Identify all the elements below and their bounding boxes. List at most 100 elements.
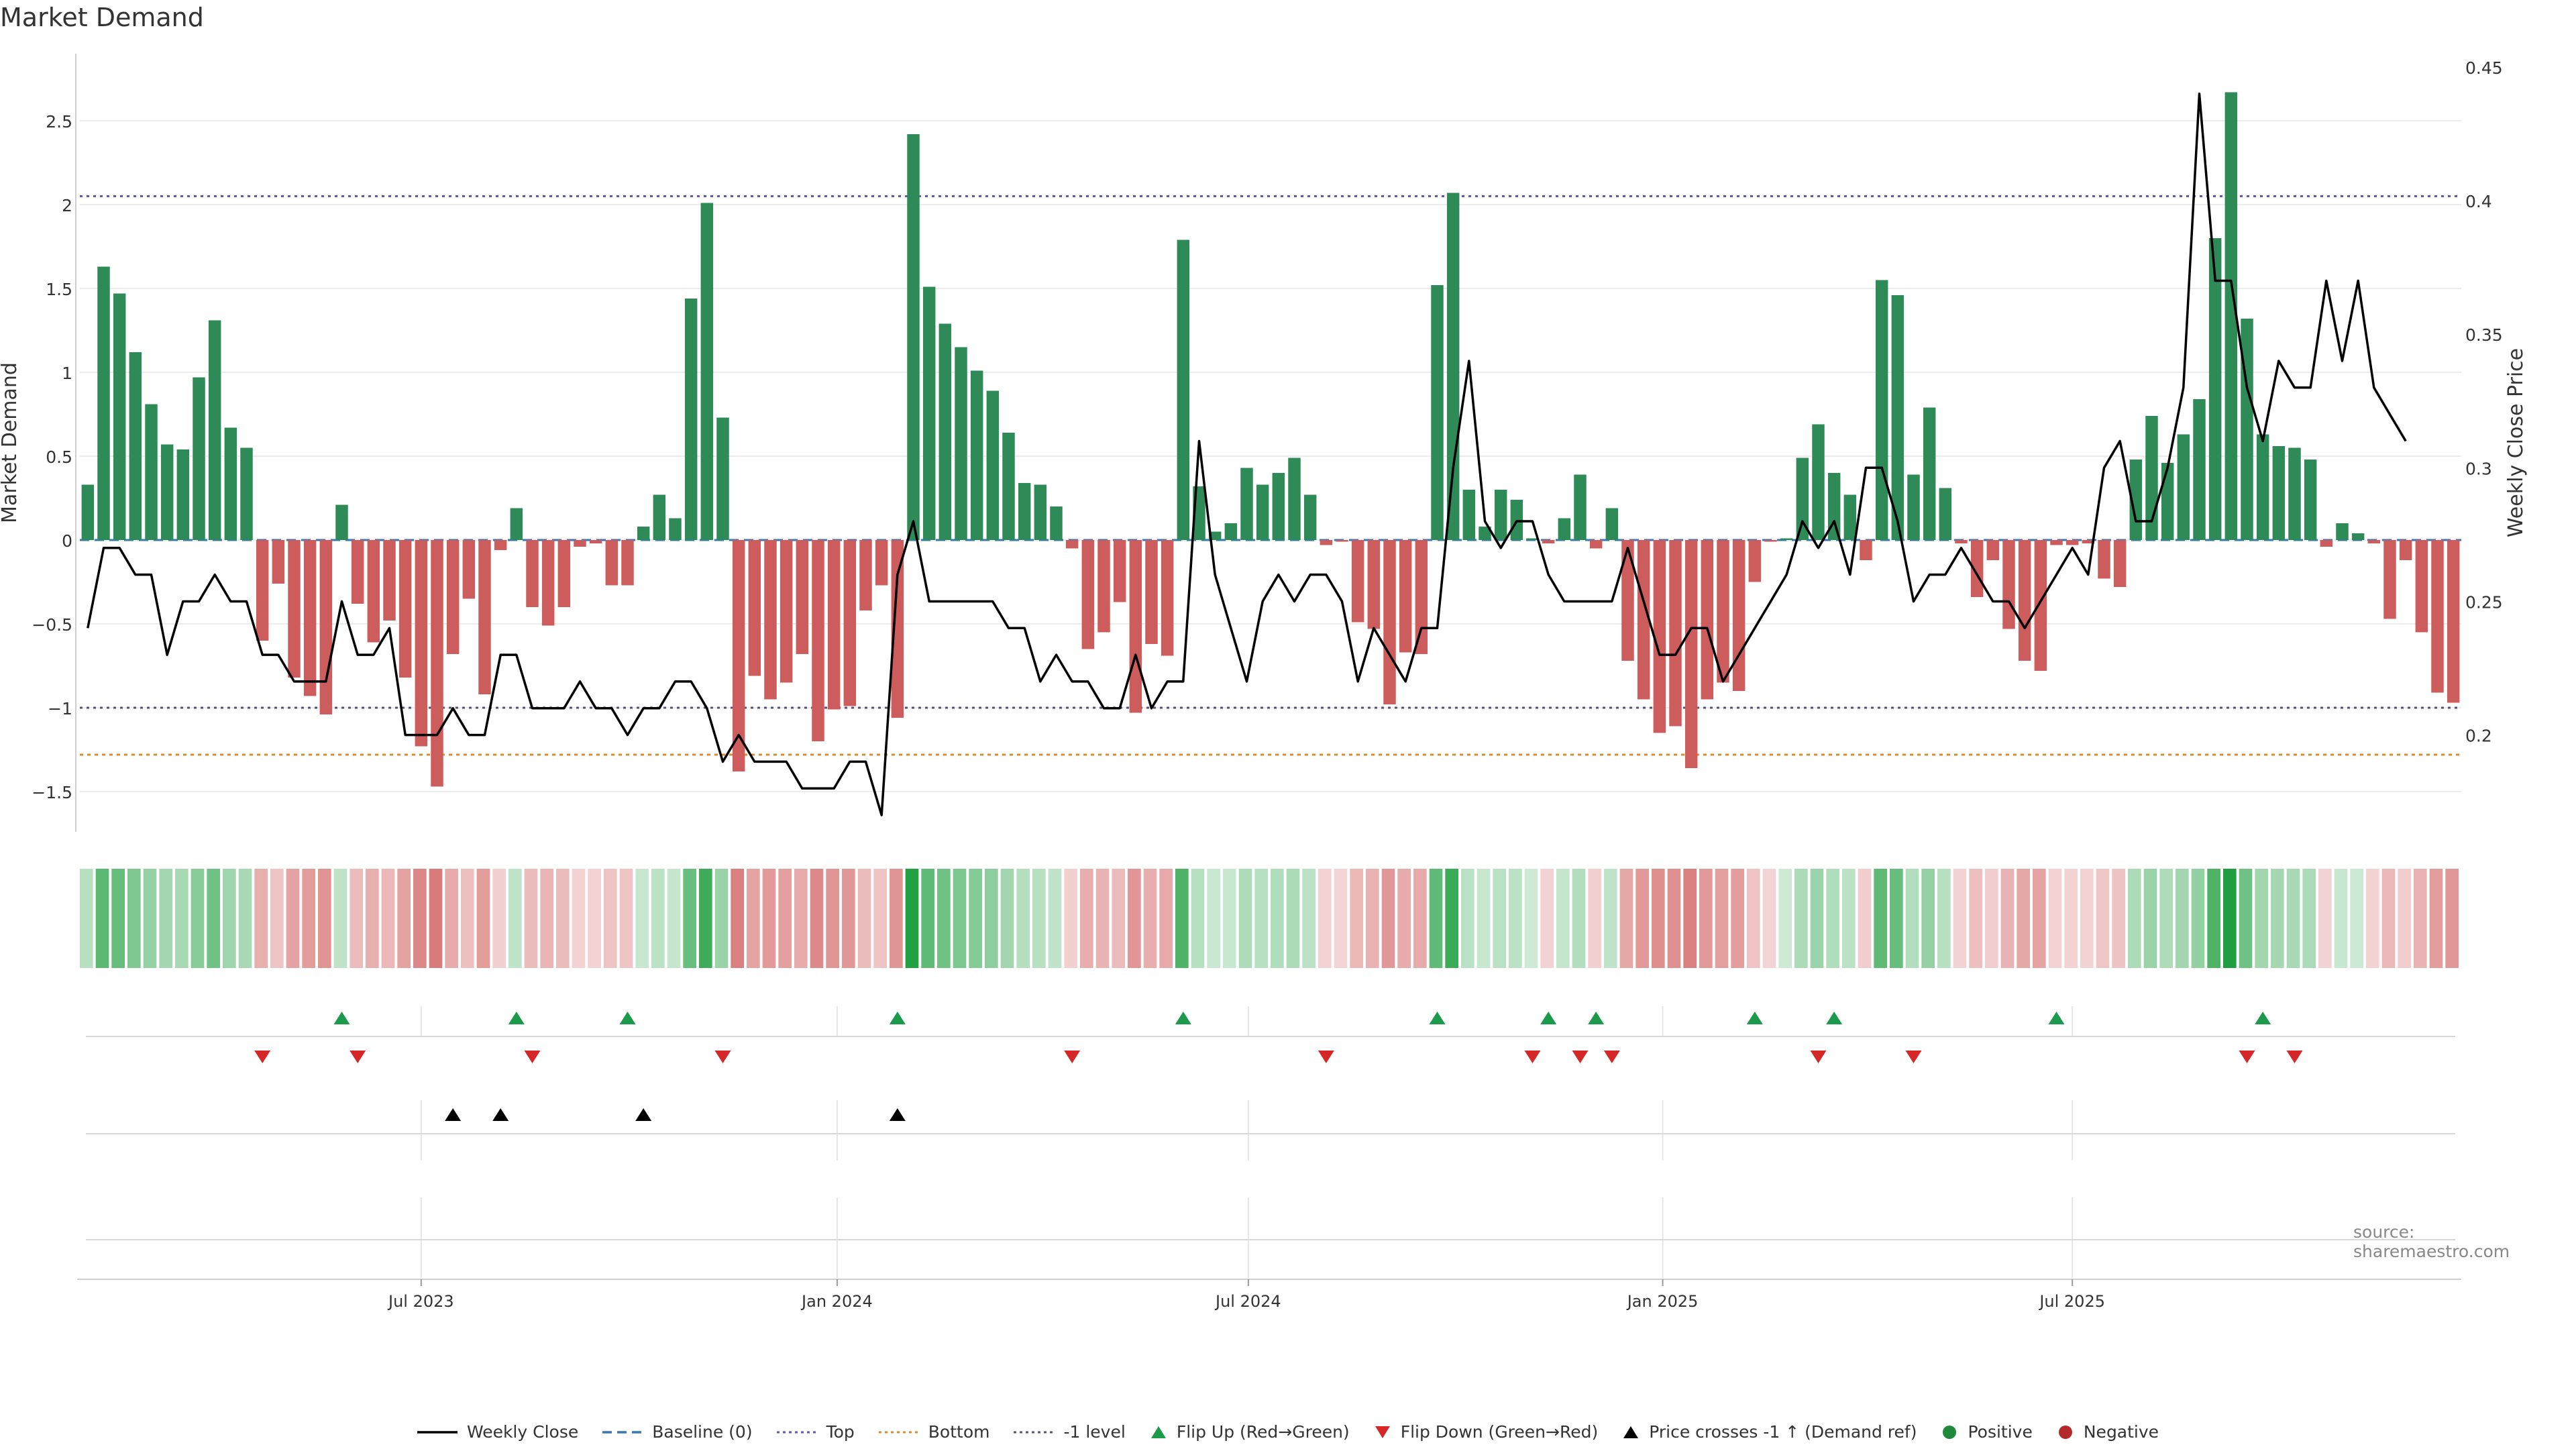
- heat-cell: [333, 869, 347, 968]
- demand-bar-negative: [843, 540, 857, 706]
- legend-swatch: [1623, 1426, 1639, 1438]
- legend-item: Top: [776, 1422, 855, 1442]
- demand-bar-positive: [1240, 468, 1253, 540]
- heat-cell: [1064, 869, 1077, 968]
- heat-cell: [413, 869, 427, 968]
- heat-cell: [445, 869, 458, 968]
- demand-bar-positive: [145, 404, 158, 540]
- flip-down-marker: [254, 1051, 271, 1063]
- demand-bar-negative: [478, 540, 491, 694]
- heat-cell: [778, 869, 792, 968]
- heat-cell: [540, 869, 553, 968]
- demand-bar-positive: [81, 484, 95, 540]
- demand-bar-negative: [2399, 540, 2412, 560]
- heat-cell: [1794, 869, 1808, 968]
- heat-cell: [1128, 869, 1141, 968]
- heat-cell: [175, 869, 189, 968]
- demand-bar-negative: [859, 540, 872, 610]
- heat-cell: [1810, 869, 1824, 968]
- demand-bar-positive: [1208, 531, 1222, 540]
- heat-cell: [619, 869, 633, 968]
- flip-down-marker: [1905, 1051, 1922, 1063]
- flip-down-marker: [1603, 1051, 1620, 1063]
- heat-cell: [1652, 869, 1665, 968]
- demand-bar-negative: [1145, 540, 1158, 644]
- heat-cell: [1747, 869, 1760, 968]
- heat-cell: [572, 869, 586, 968]
- heat-cell: [2207, 869, 2220, 968]
- heat-cell: [2033, 869, 2046, 968]
- heat-cell: [857, 869, 871, 968]
- demand-bar-negative: [431, 540, 443, 787]
- heat-cell: [2128, 869, 2141, 968]
- y-tick-label: 0: [62, 531, 72, 551]
- demand-bar-positive: [193, 377, 205, 540]
- flip-up-marker: [1588, 1012, 1605, 1024]
- demand-bar-negative: [526, 540, 539, 607]
- legend-swatch: [2058, 1425, 2072, 1439]
- legend-item: Weekly Close: [417, 1422, 578, 1442]
- y-tick-label: 1.5: [46, 280, 72, 299]
- heat-cell: [524, 869, 538, 968]
- heat-cell: [80, 869, 93, 968]
- demand-bar-positive: [653, 494, 666, 540]
- demand-bar-negative: [351, 540, 364, 604]
- legend-label: Negative: [2083, 1422, 2159, 1442]
- demand-bar-negative: [1986, 540, 2000, 560]
- demand-bar-positive: [684, 299, 698, 540]
- heat-cell: [731, 869, 744, 968]
- demand-bar-negative: [1320, 540, 1333, 545]
- demand-bar-positive: [1272, 473, 1285, 540]
- demand-bar-positive: [1605, 508, 1619, 540]
- demand-bar-positive: [97, 266, 110, 540]
- demand-bar-positive: [1177, 239, 1190, 540]
- flip-up-marker: [1826, 1012, 1843, 1024]
- heat-cell: [873, 869, 887, 968]
- heat-cell: [2176, 869, 2189, 968]
- demand-bar-negative: [875, 540, 888, 586]
- heat-cell: [1238, 869, 1252, 968]
- legend-swatch: [1943, 1425, 1957, 1439]
- heat-cell: [1286, 869, 1300, 968]
- legend-triangle-down: [1375, 1426, 1390, 1438]
- y-tick-label: 2.5: [46, 112, 72, 131]
- demand-bar-negative: [1161, 540, 1174, 656]
- heat-cell: [890, 869, 903, 968]
- heat-cell: [2048, 869, 2062, 968]
- demand-bar-negative: [1383, 540, 1396, 704]
- heat-cell: [1874, 869, 1887, 968]
- heat-cell: [508, 869, 522, 968]
- flip-up-marker: [1175, 1012, 1191, 1024]
- demand-bar-negative: [1065, 540, 1079, 549]
- demand-bar-negative: [1860, 540, 1872, 560]
- flip-up-marker: [1429, 1012, 1446, 1024]
- demand-bar-positive: [1907, 474, 1920, 540]
- heat-cell: [2398, 869, 2411, 968]
- demand-bar-positive: [2288, 447, 2301, 540]
- heat-cell: [651, 869, 665, 968]
- heat-cell: [604, 869, 617, 968]
- y2-axis-label: Weekly Close Price: [2504, 348, 2528, 537]
- heat-cell: [2000, 869, 2015, 968]
- demand-bar-negative: [288, 540, 301, 678]
- heat-cell: [1254, 869, 1268, 968]
- flip-up-marker: [2255, 1012, 2271, 1024]
- demand-bar-negative: [1764, 540, 1777, 542]
- demand-bar-negative: [1669, 540, 1682, 727]
- heat-cell: [1080, 869, 1093, 968]
- heat-cell: [302, 869, 315, 968]
- heat-cell: [111, 869, 125, 968]
- heat-cell: [1524, 869, 1538, 968]
- heat-cell: [1477, 869, 1491, 968]
- heat-cell: [191, 869, 205, 968]
- demand-bar-negative: [1399, 540, 1412, 653]
- heat-cell: [667, 869, 681, 968]
- demand-bar-positive: [2208, 238, 2222, 540]
- heat-cell: [238, 869, 252, 968]
- heat-cell: [1540, 869, 1554, 968]
- heat-cell: [143, 869, 157, 968]
- demand-bar-negative: [446, 540, 460, 654]
- heat-cell: [969, 869, 982, 968]
- flip-down-marker: [1810, 1051, 1827, 1063]
- heat-cell: [810, 869, 824, 968]
